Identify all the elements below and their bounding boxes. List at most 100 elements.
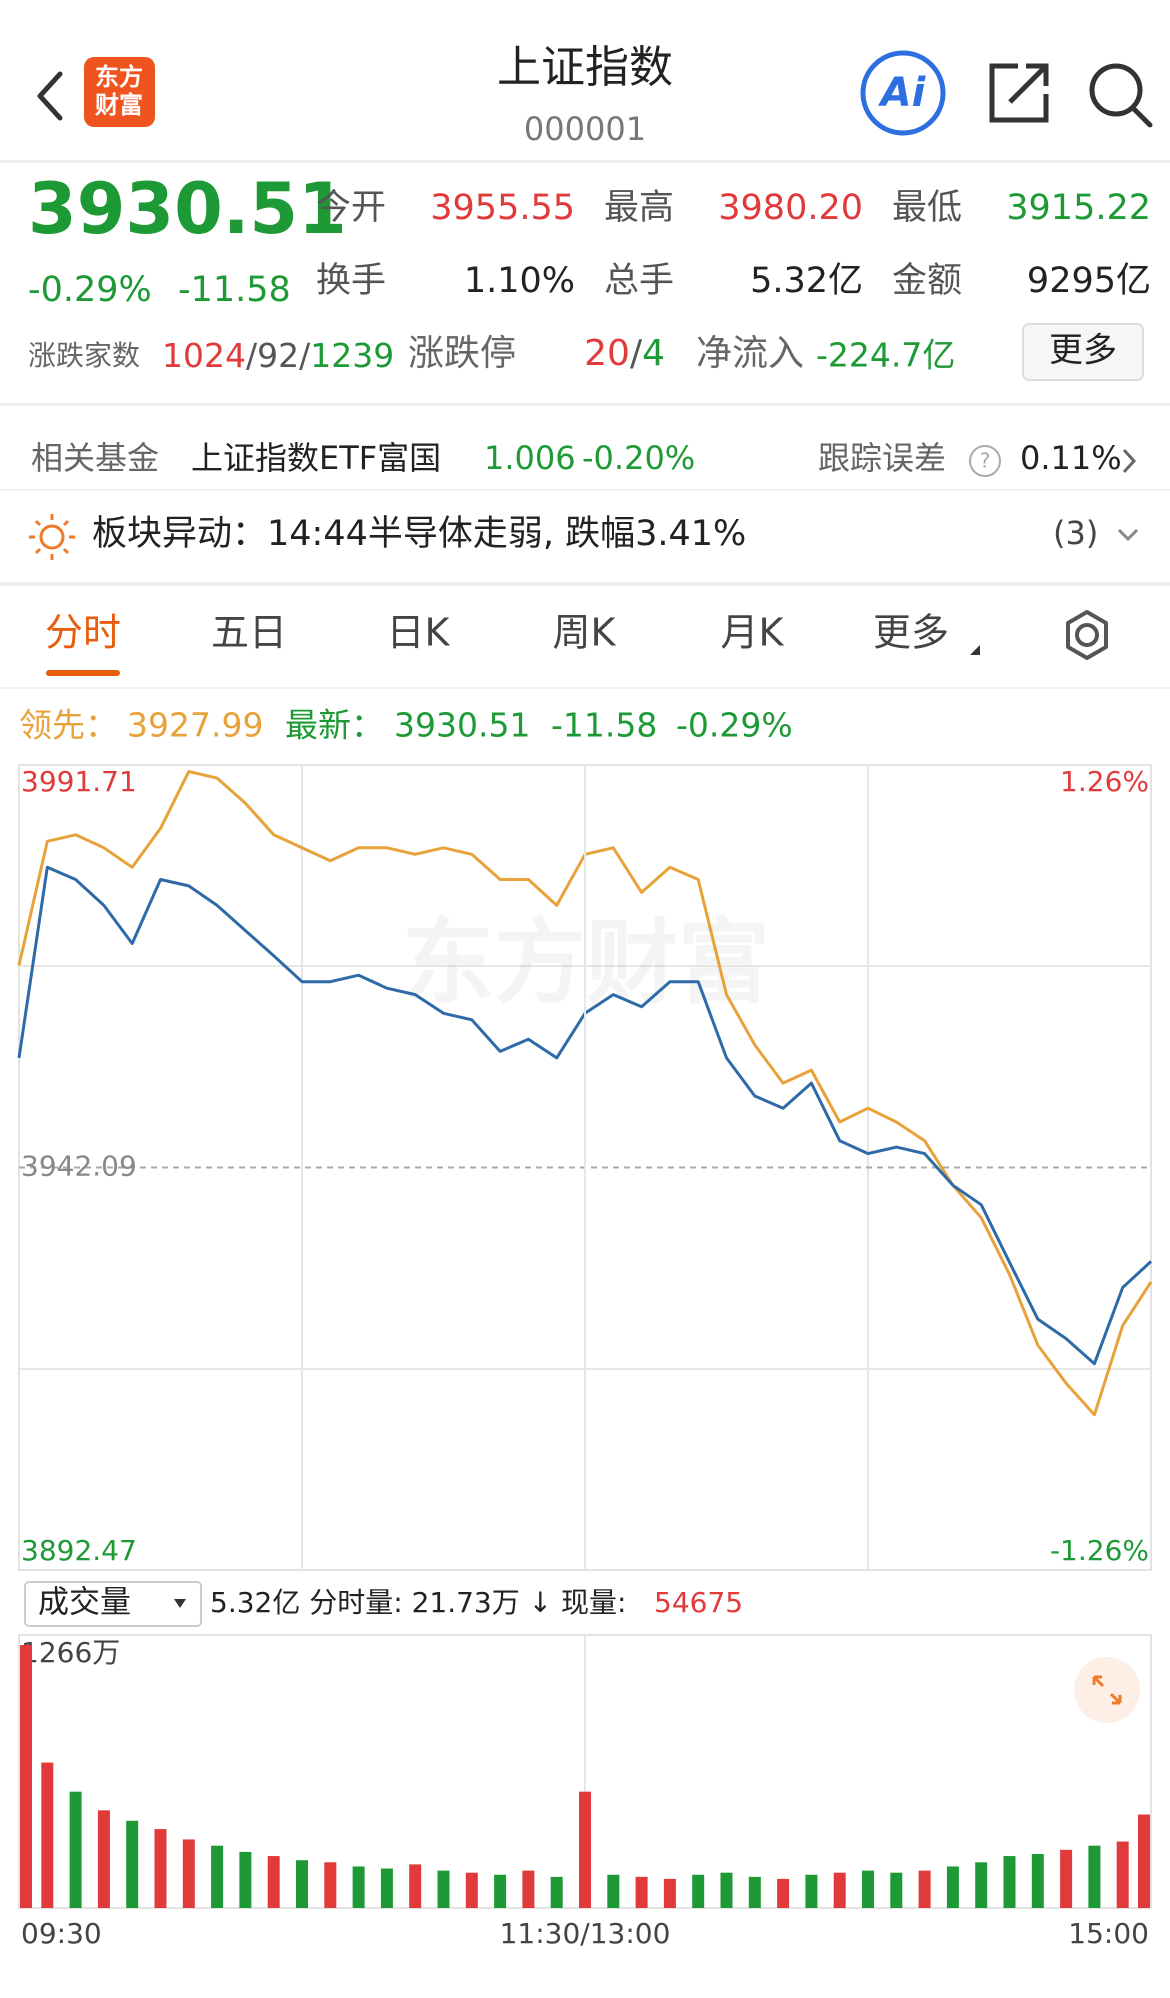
legend-latest-value: 3930.51: [394, 706, 530, 745]
volume-bar: [41, 1762, 54, 1908]
share-button[interactable]: [989, 63, 1049, 123]
volume-bar: [918, 1870, 931, 1908]
back-button[interactable]: [37, 71, 63, 121]
y-tick-label: 3991.71: [21, 765, 137, 798]
tab[interactable]: 周K: [553, 611, 617, 655]
limit-sep: /: [630, 333, 643, 374]
legend-change: -11.58: [551, 706, 657, 745]
divider: [0, 403, 1170, 406]
alert-text[interactable]: 板块异动：14:44半导体走弱, 跌幅3.41%: [92, 514, 746, 554]
volume-bar: [154, 1829, 167, 1908]
app-logo[interactable]: [84, 57, 155, 127]
volume-bar: [267, 1856, 280, 1908]
tab[interactable]: 分时: [45, 611, 121, 655]
y2-tick-label: -1.26%: [1050, 1534, 1149, 1567]
volume-bar: [833, 1872, 846, 1908]
volume-bar: [494, 1874, 507, 1908]
volume-bar: [20, 1645, 32, 1908]
volume-bar: [1138, 1814, 1150, 1908]
expand-button[interactable]: [1074, 1657, 1140, 1723]
selector-caret: [174, 1599, 186, 1608]
volume-bar: [1003, 1856, 1016, 1908]
volume-bar: [975, 1862, 988, 1908]
settings-button[interactable]: [1066, 610, 1108, 660]
chevron: [1122, 448, 1137, 474]
help-label: ?: [980, 449, 991, 473]
x-tick-label: 09:30: [21, 1917, 102, 1950]
stat-value: 5.32亿: [750, 261, 863, 301]
x-tick-label: 15:00: [1068, 1917, 1149, 1950]
stat-value: 3915.22: [1006, 188, 1151, 228]
change-pct: -0.29%: [28, 270, 152, 310]
volume-bar: [324, 1862, 337, 1908]
fund-label: 相关基金: [31, 439, 159, 477]
legend-lead: 领先：: [19, 706, 118, 745]
tabs: 分时 五日 日K 周K 月K 更多: [45, 611, 949, 676]
change: -11.58: [178, 270, 291, 310]
logo-text: 东方: [95, 63, 143, 91]
down-count: 1239: [310, 336, 394, 375]
volume-bar: [465, 1872, 478, 1908]
sun-icon: [29, 514, 75, 560]
breadth: 1024/92/1239: [162, 336, 394, 375]
title: 上证指数: [497, 42, 673, 93]
tab[interactable]: 日K: [387, 611, 451, 655]
more-button[interactable]: [1022, 323, 1144, 381]
limit: 20/4: [584, 333, 665, 374]
tab[interactable]: 更多: [873, 611, 949, 655]
volume-bar: [182, 1839, 195, 1908]
expand-icon: [1092, 1675, 1122, 1705]
error-value: 0.11%: [1020, 439, 1122, 477]
ai-label: Ai: [878, 70, 927, 116]
stat-value: 3955.55: [430, 188, 575, 228]
stat-label: 总手: [604, 261, 674, 301]
legend-latest: 最新：: [285, 706, 384, 745]
tab[interactable]: 月K: [721, 611, 785, 655]
limit-up: 20: [584, 333, 630, 374]
help-icon[interactable]: [969, 445, 1001, 477]
stat-label: 最高: [604, 188, 674, 228]
stat-value: 9295亿: [1027, 261, 1151, 301]
y2-tick-label: 1.26%: [1060, 765, 1149, 798]
stat-label: 今开: [316, 188, 386, 228]
divider: [0, 687, 1170, 689]
fund-name[interactable]: 上证指数ETF富国: [191, 439, 441, 477]
volume-bar: [380, 1868, 393, 1908]
volume-bar: [1060, 1849, 1073, 1908]
stat-label: 最低: [892, 188, 962, 228]
y-tick-label: 3892.47: [21, 1534, 137, 1567]
chevron[interactable]: [1117, 528, 1139, 542]
volume-bar: [748, 1876, 761, 1908]
tab[interactable]: 五日: [211, 611, 287, 655]
divider: [0, 160, 1170, 163]
volume-bar: [663, 1878, 676, 1908]
code: 000001: [524, 110, 646, 148]
volume-bar: [607, 1874, 620, 1908]
volume-bar: [69, 1791, 82, 1908]
y-tick-label: 1266万: [21, 1636, 120, 1669]
alert-count: (3): [1053, 514, 1098, 552]
ai-button[interactable]: [860, 50, 946, 136]
divider: [0, 489, 1170, 491]
volume-bar: [1088, 1845, 1101, 1908]
breadth-label: 涨跌家数: [28, 339, 140, 372]
stat-label: 金额: [892, 261, 962, 301]
tab-caret: [970, 645, 980, 655]
volume-bar: [1116, 1841, 1129, 1908]
error-label: 跟踪误差: [818, 439, 946, 477]
y-tick-label: 3942.09: [21, 1150, 137, 1183]
selector-label: 成交量: [38, 1585, 131, 1621]
volume-bar: [437, 1870, 450, 1908]
more-label: 更多: [1049, 331, 1117, 371]
fund-nav-change: -0.20%: [582, 439, 695, 477]
limit-down: 4: [642, 333, 665, 374]
volume-bar: [550, 1876, 563, 1908]
search-button[interactable]: [1089, 63, 1143, 117]
current-volume: 54675: [654, 1586, 743, 1619]
volume-bar: [805, 1874, 818, 1908]
indicator-selector[interactable]: [24, 1581, 202, 1627]
stats: 今开 3955.55 最高 3980.20 最低 3915.22 换手 1.10% 总手 5.32…: [316, 188, 1151, 301]
tab-indicator: [46, 670, 120, 676]
